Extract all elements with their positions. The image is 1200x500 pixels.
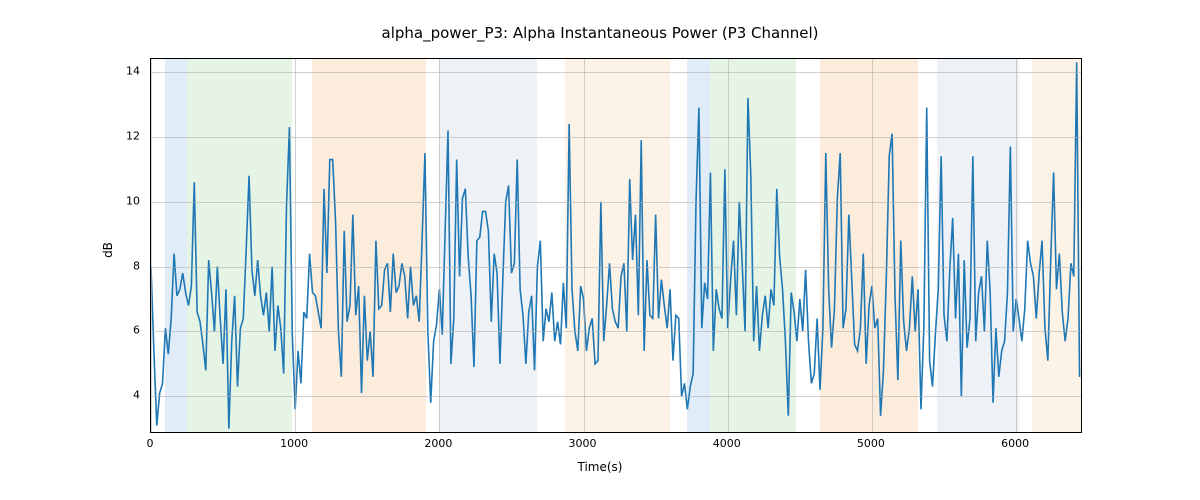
- y-tick-label: 4: [133, 389, 140, 402]
- x-tick-label: 4000: [713, 437, 741, 450]
- grid-line: [439, 59, 440, 432]
- y-tick-label: 14: [126, 64, 140, 77]
- grid-line: [151, 202, 1081, 203]
- x-tick-label: 6000: [1001, 437, 1029, 450]
- y-tick-label: 8: [133, 259, 140, 272]
- grid-line: [151, 72, 1081, 73]
- x-tick-label: 5000: [857, 437, 885, 450]
- x-axis-label: Time(s): [0, 460, 1200, 474]
- x-tick-label: 3000: [569, 437, 597, 450]
- grid-line: [872, 59, 873, 432]
- grid-line: [151, 137, 1081, 138]
- grid-line: [151, 59, 152, 432]
- chart-title: alpha_power_P3: Alpha Instantaneous Powe…: [0, 24, 1200, 42]
- x-tick-label: 1000: [280, 437, 308, 450]
- x-tick-label: 2000: [424, 437, 452, 450]
- chart-container: alpha_power_P3: Alpha Instantaneous Powe…: [0, 0, 1200, 500]
- grid-line: [151, 267, 1081, 268]
- grid-line: [151, 396, 1081, 397]
- grid-line: [728, 59, 729, 432]
- grid-line: [295, 59, 296, 432]
- x-tick-label: 0: [147, 437, 154, 450]
- plot-area: [150, 58, 1082, 433]
- line-svg: [151, 59, 1081, 432]
- y-tick-label: 10: [126, 194, 140, 207]
- y-tick-label: 12: [126, 129, 140, 142]
- data-line: [151, 62, 1080, 429]
- grid-line: [151, 331, 1081, 332]
- grid-line: [1016, 59, 1017, 432]
- y-tick-label: 6: [133, 324, 140, 337]
- grid-line: [584, 59, 585, 432]
- y-axis-label: dB: [101, 242, 115, 258]
